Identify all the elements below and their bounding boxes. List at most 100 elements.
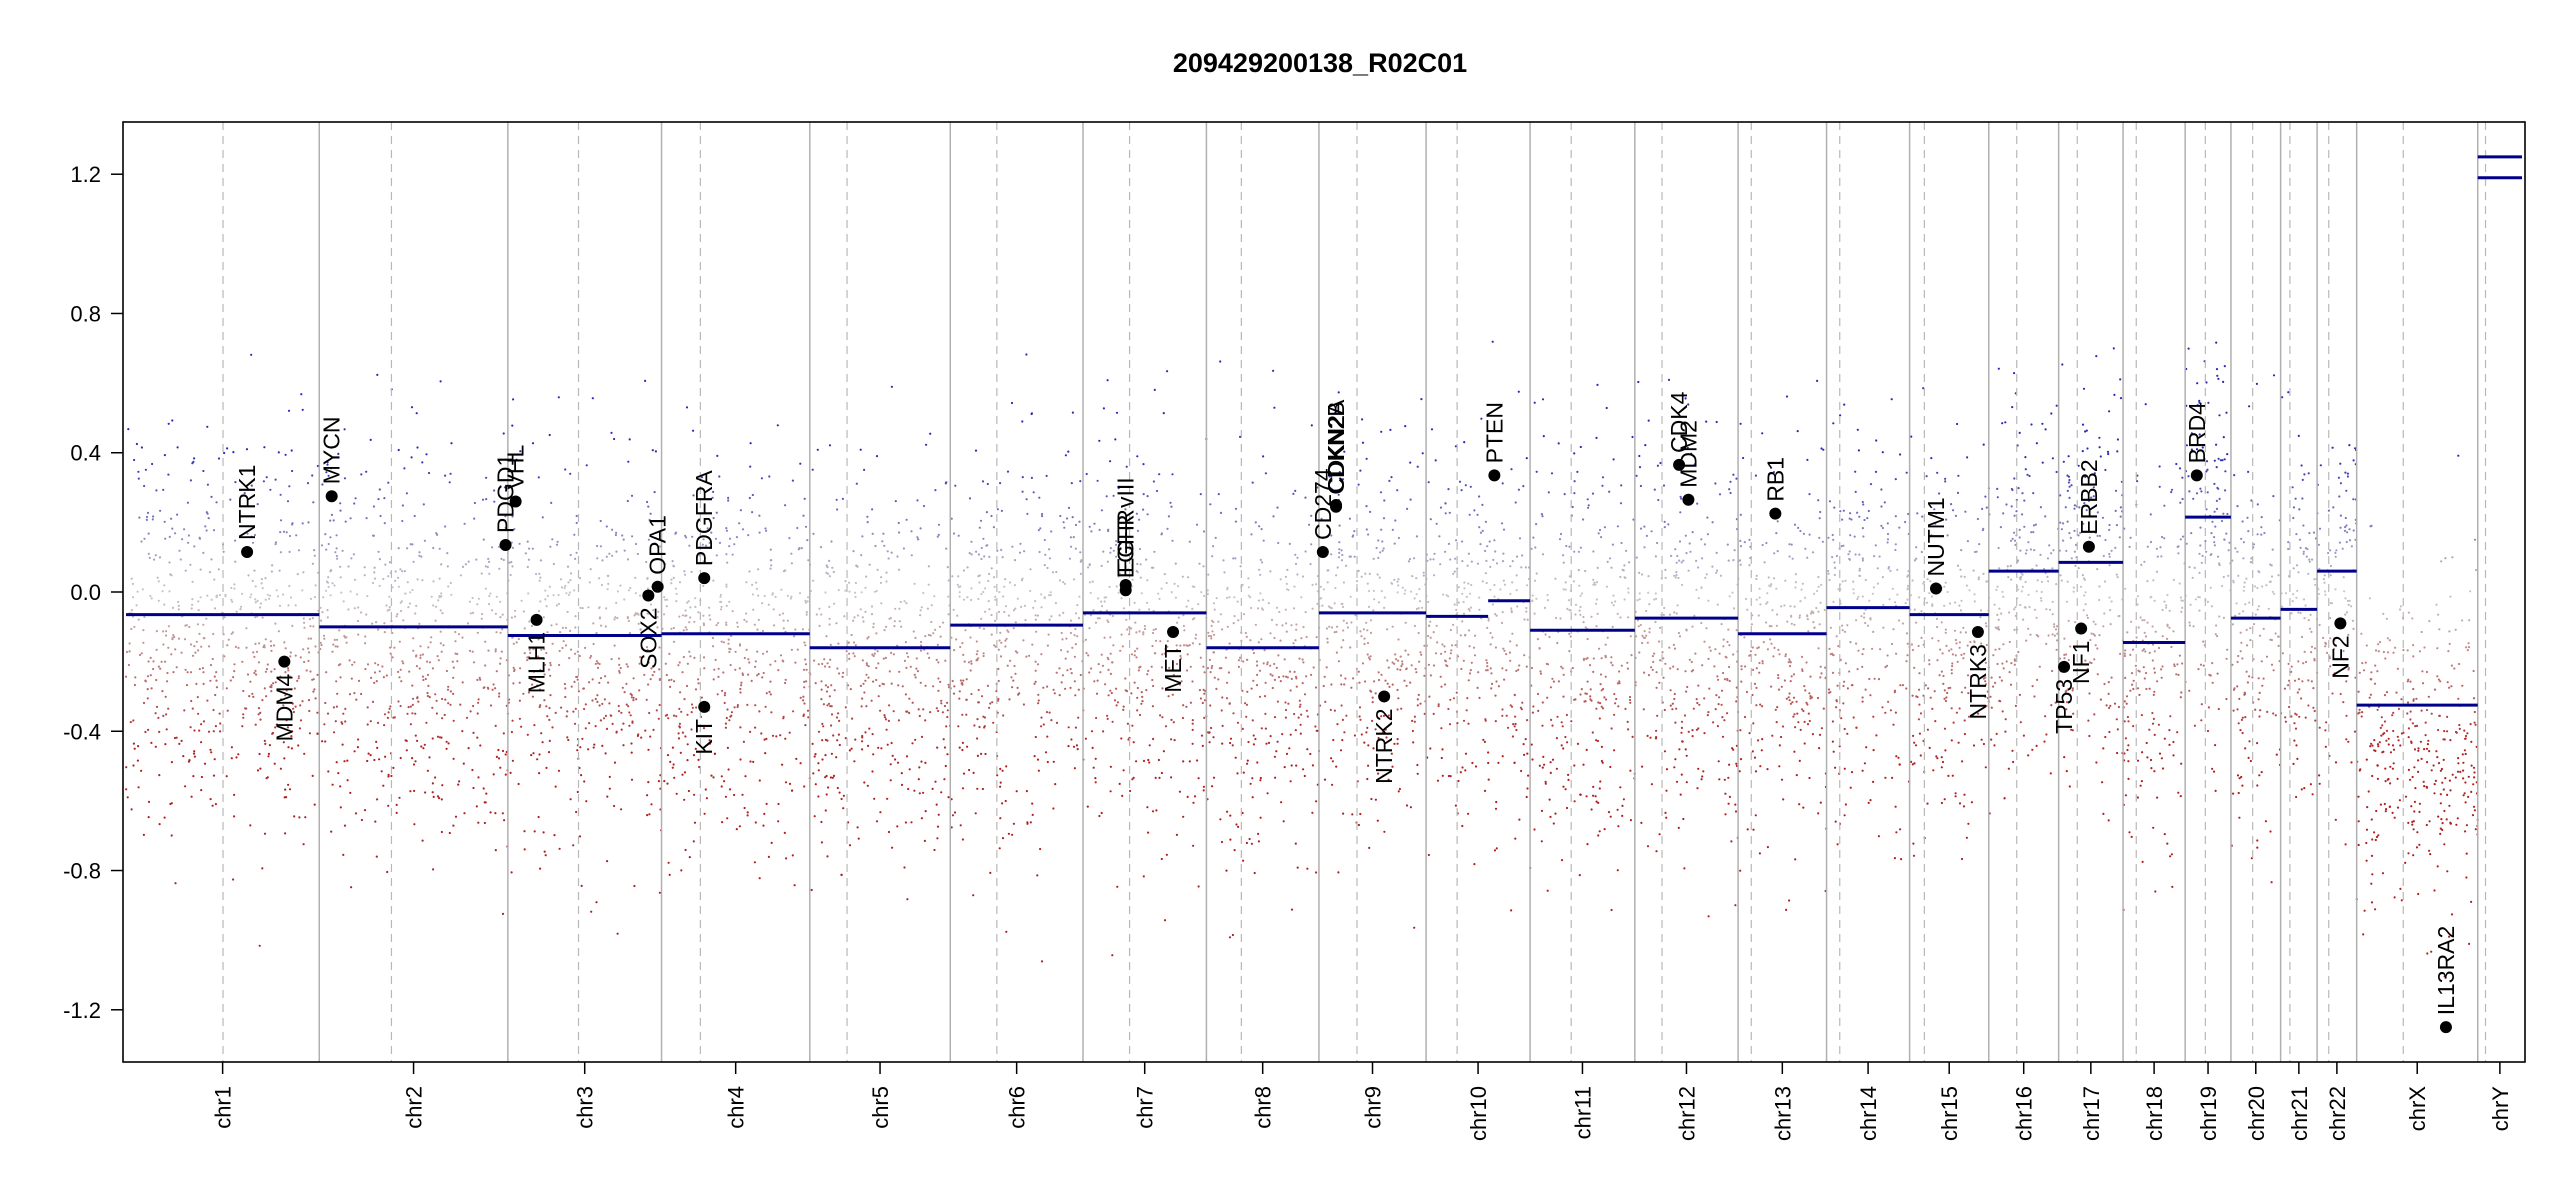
probe-point	[1694, 652, 1697, 655]
probe-point	[305, 669, 308, 672]
probe-point	[128, 650, 131, 653]
probe-point	[282, 530, 286, 533]
probe-point	[898, 531, 901, 534]
probe-point	[1201, 744, 1204, 748]
probe-point	[710, 531, 713, 534]
probe-point	[961, 642, 964, 645]
probe-point	[882, 657, 885, 660]
probe-point	[683, 698, 686, 701]
probe-point	[509, 771, 512, 775]
probe-point	[748, 570, 751, 573]
probe-point	[1292, 642, 1295, 645]
probe-point	[316, 464, 319, 468]
probe-point	[976, 650, 979, 653]
probe-point	[1751, 750, 1754, 753]
probe-point	[752, 760, 755, 764]
probe-point	[554, 785, 557, 788]
probe-point	[1109, 672, 1112, 676]
probe-point	[536, 684, 539, 687]
probe-point	[192, 752, 196, 755]
probe-point	[1336, 566, 1339, 569]
probe-point	[1139, 665, 1142, 669]
probe-point	[278, 604, 282, 607]
probe-point	[539, 704, 542, 707]
probe-point	[1651, 668, 1654, 672]
probe-point	[342, 853, 345, 857]
probe-point	[373, 681, 376, 685]
probe-point	[511, 565, 514, 568]
probe-point	[1013, 584, 1017, 587]
probe-point	[1564, 735, 1567, 739]
probe-point	[210, 558, 213, 561]
probe-point	[1495, 614, 1498, 617]
probe-point	[1130, 692, 1133, 695]
probe-point	[551, 642, 554, 645]
probe-point	[625, 703, 628, 706]
probe-point	[531, 547, 534, 550]
probe-point	[812, 579, 815, 582]
probe-point	[658, 646, 661, 649]
probe-point	[332, 706, 335, 709]
probe-point	[393, 716, 396, 719]
probe-point	[492, 683, 495, 686]
probe-point	[1109, 460, 1112, 463]
probe-point	[692, 840, 695, 843]
probe-point	[531, 695, 535, 698]
probe-point	[1234, 520, 1237, 523]
probe-point	[170, 834, 173, 837]
probe-point	[1751, 693, 1754, 697]
probe-point	[339, 509, 342, 512]
probe-point	[1028, 654, 1031, 657]
probe-point	[626, 558, 630, 561]
probe-point	[1012, 627, 1015, 630]
probe-point	[966, 745, 969, 748]
probe-point	[1016, 597, 1019, 600]
probe-point	[1001, 769, 1004, 772]
probe-point	[226, 447, 229, 450]
probe-point	[499, 631, 502, 634]
probe-point	[1196, 759, 1199, 762]
probe-point	[1567, 778, 1570, 782]
probe-point	[1337, 493, 1340, 496]
probe-point	[828, 695, 831, 698]
probe-point	[1612, 594, 1615, 597]
probe-point	[1435, 624, 1438, 627]
probe-point	[1582, 615, 1585, 619]
probe-point	[786, 594, 790, 598]
probe-point	[797, 548, 800, 551]
probe-point	[1728, 795, 1731, 799]
probe-point	[1055, 671, 1058, 674]
probe-point	[232, 451, 235, 454]
probe-point	[1510, 909, 1513, 912]
probe-point	[198, 536, 201, 539]
probe-point	[1593, 581, 1596, 584]
probe-point	[1821, 540, 1824, 543]
probe-point	[1409, 681, 1412, 684]
probe-point	[1293, 670, 1296, 674]
probe-point	[1680, 720, 1684, 723]
probe-point	[1197, 885, 1200, 888]
probe-point	[1462, 659, 1465, 662]
probe-point	[263, 644, 266, 647]
probe-point	[230, 746, 233, 749]
probe-point	[245, 627, 248, 630]
probe-point	[892, 653, 896, 656]
probe-point	[575, 521, 578, 525]
probe-point	[1396, 580, 1399, 583]
probe-point	[1718, 652, 1721, 655]
probe-point	[1809, 612, 1813, 615]
probe-point	[1311, 607, 1314, 610]
probe-point	[985, 510, 989, 514]
probe-point	[825, 571, 828, 574]
probe-point	[1515, 669, 1518, 673]
probe-point	[494, 612, 497, 615]
probe-point	[441, 717, 444, 720]
probe-point	[1773, 552, 1776, 555]
probe-point	[747, 534, 750, 537]
probe-point	[1600, 657, 1603, 660]
probe-point	[1595, 800, 1598, 803]
probe-point	[771, 734, 775, 737]
probe-point	[1404, 621, 1407, 624]
probe-point	[1106, 714, 1109, 717]
probe-point	[1170, 776, 1173, 779]
